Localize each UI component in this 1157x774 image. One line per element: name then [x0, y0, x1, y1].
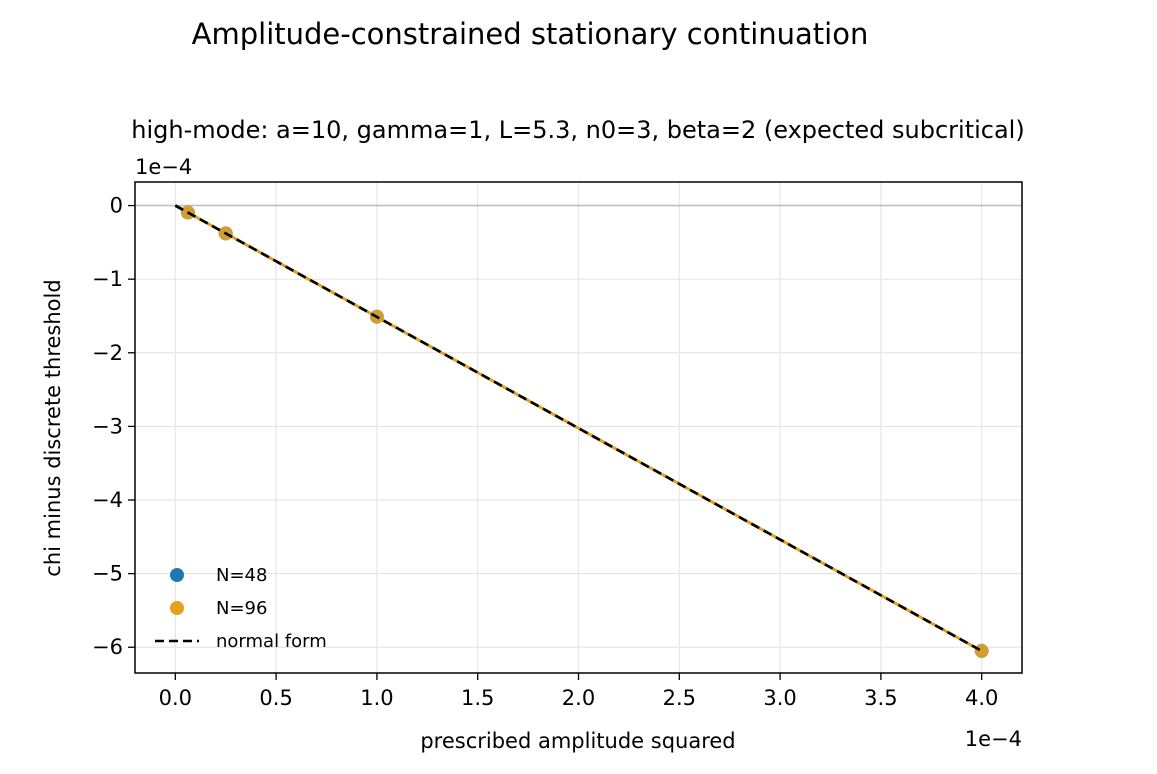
x-tick-label: 1.0: [360, 686, 393, 710]
x-tick-label: 3.5: [864, 686, 897, 710]
legend-marker-n48: [170, 568, 184, 582]
legend-label-n48: N=48: [216, 565, 267, 586]
figure-suptitle: Amplitude-constrained stationary continu…: [192, 17, 869, 51]
x-tick-label: 0.5: [259, 686, 292, 710]
y-tick-label: −4: [92, 488, 123, 512]
legend-marker-n96: [170, 601, 184, 615]
x-axis-offset-text: 1e−4: [965, 727, 1022, 751]
y-tick-label: −6: [92, 635, 123, 659]
y-tick-label: −1: [92, 267, 123, 291]
legend-item-normal-form: normal form: [155, 631, 327, 652]
y-axis-ticks: 0 −1 −2 −3 −4 −5 −6: [92, 194, 135, 659]
series-connecting-line-0: [174, 204, 983, 653]
legend-item-n48: N=48: [170, 565, 267, 586]
legend-label-n96: N=96: [216, 598, 267, 619]
legend-item-n96: N=96: [170, 598, 267, 619]
chart-title: high-mode: a=10, gamma=1, L=5.3, n0=3, b…: [131, 116, 1024, 144]
data-point-n-96: [974, 643, 989, 658]
x-tick-label: 2.5: [663, 686, 696, 710]
y-axis-offset-text: 1e−4: [135, 155, 192, 179]
x-tick-label: 0.0: [159, 686, 192, 710]
legend: N=48 N=96 normal form: [155, 565, 327, 652]
x-axis-label: prescribed amplitude squared: [420, 729, 735, 753]
x-tick-label: 4.0: [965, 686, 998, 710]
legend-label-normal-form: normal form: [216, 631, 327, 652]
y-tick-label: −5: [92, 562, 123, 586]
y-axis-label: chi minus discrete threshold: [41, 279, 65, 576]
x-tick-label: 3.0: [763, 686, 796, 710]
series-layer: [174, 204, 989, 658]
y-tick-label: −2: [92, 341, 123, 365]
x-tick-label: 2.0: [562, 686, 595, 710]
y-tick-label: 0: [110, 194, 123, 218]
x-tick-label: 1.5: [461, 686, 494, 710]
grid: [135, 182, 1022, 673]
y-tick-label: −3: [92, 414, 123, 438]
x-axis-ticks: 0.0 0.5 1.0 1.5 2.0 2.5 3.0 3.5 4.0: [159, 673, 998, 710]
